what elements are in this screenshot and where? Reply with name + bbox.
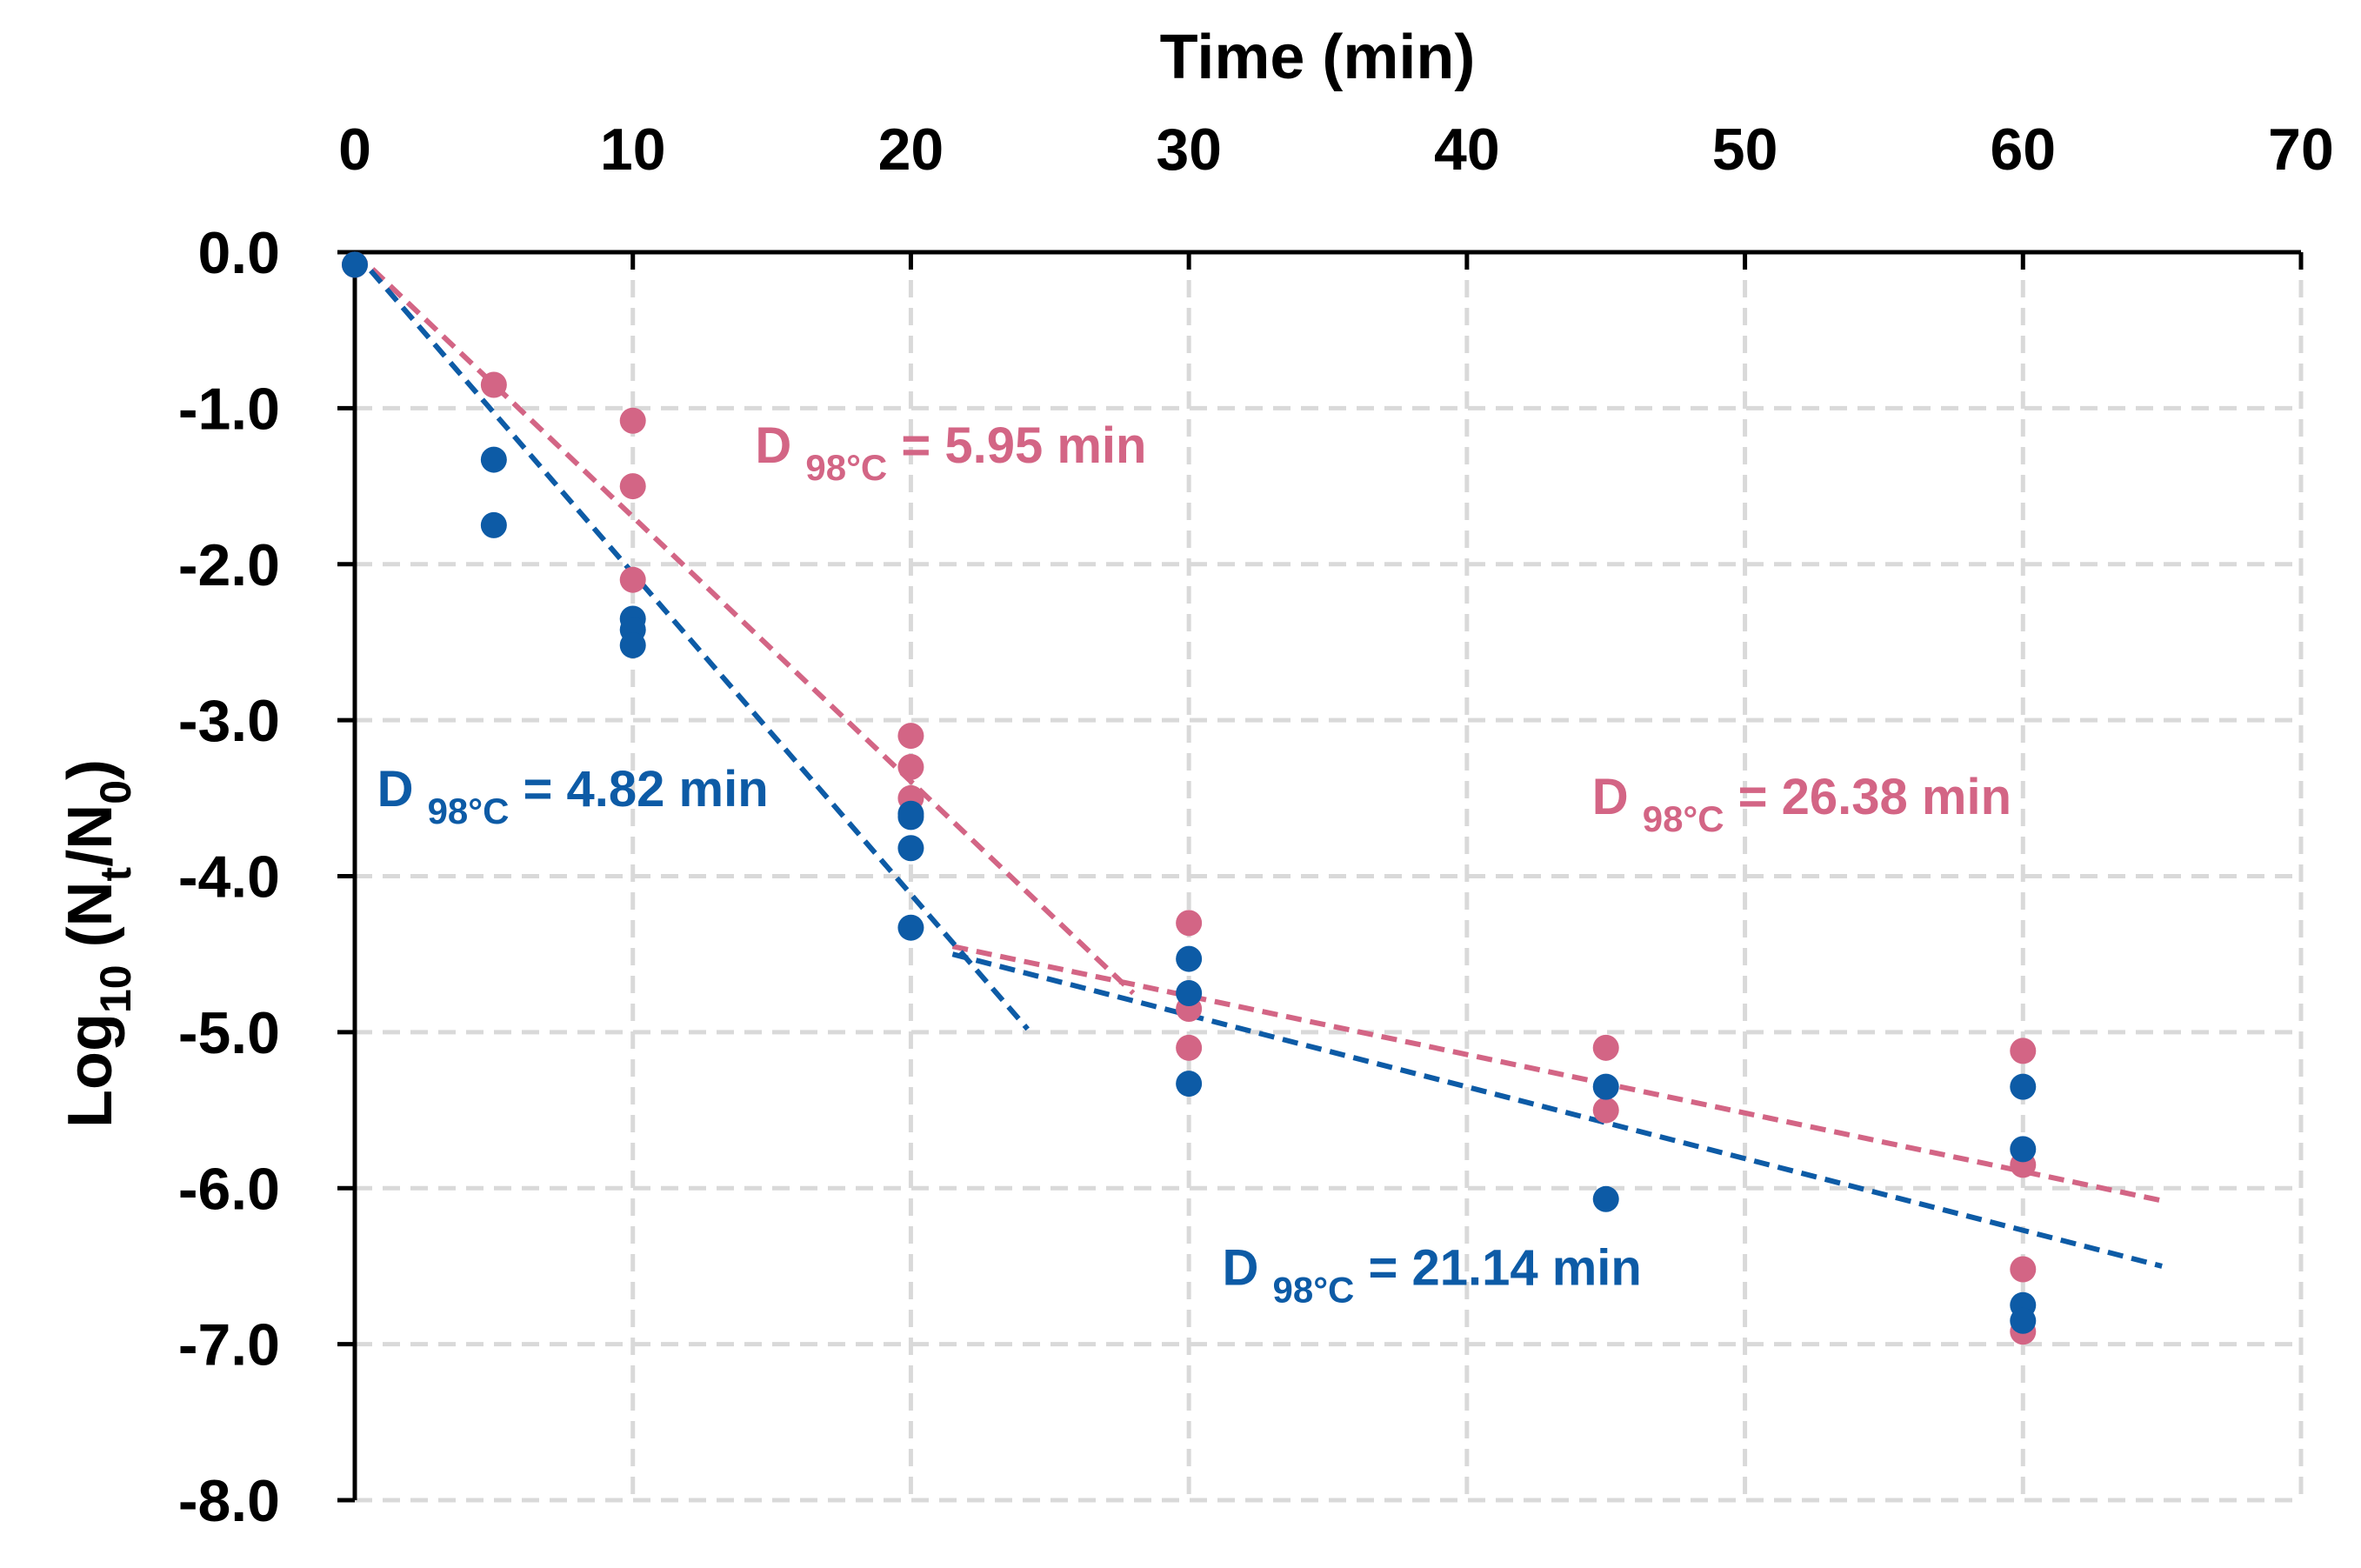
data-point-pink <box>897 753 924 780</box>
data-point-blue <box>480 446 507 473</box>
data-point-pink <box>2010 1038 2037 1064</box>
y-tick-label: -7.0 <box>178 1312 280 1378</box>
y-tick-label: 0.0 <box>197 220 280 286</box>
data-point-pink <box>1592 1034 1619 1061</box>
data-point-pink <box>619 566 646 593</box>
y-tick-label: -3.0 <box>178 688 280 754</box>
y-tick-label: -4.0 <box>178 844 280 911</box>
data-point-pink <box>1176 1034 1203 1061</box>
x-tick-label: 30 <box>1156 117 1222 183</box>
y-tick-label: -1.0 <box>178 376 280 442</box>
data-point-blue <box>1592 1185 1619 1212</box>
data-point-blue <box>2010 1136 2037 1163</box>
x-tick-label: 70 <box>2268 117 2334 183</box>
data-point-blue <box>342 251 368 278</box>
annotation-blue: D 98°C = 21.14 min <box>1223 1239 1642 1310</box>
y-tick-label: -5.0 <box>178 1000 280 1066</box>
fit-lines <box>352 250 2163 1269</box>
fit-line-blue <box>352 250 1030 1031</box>
x-tick-label: 10 <box>600 117 666 183</box>
data-point-pink <box>2010 1256 2037 1283</box>
annotation-pink: D 98°C = 26.38 min <box>1592 769 2011 839</box>
gridlines <box>355 252 2304 1503</box>
svg-text:Log10 (Nt/N0): Log10 (Nt/N0) <box>56 759 140 1128</box>
data-point-blue <box>897 835 924 862</box>
data-point-blue <box>1176 945 1203 972</box>
y-axis-title: Log10 (Nt/N0) <box>56 759 140 1128</box>
fit-line-pink <box>951 944 2163 1204</box>
data-point-blue <box>480 511 507 538</box>
annotation-blue: D 98°C = 4.82 min <box>377 761 769 831</box>
annotations: D 98°C = 5.95 min D 98°C = 4.82 min D 98°C… <box>377 417 2011 1310</box>
x-tick-label: 60 <box>1990 117 2056 183</box>
data-point-pink <box>1176 910 1203 937</box>
y-tick-label: -6.0 <box>178 1156 280 1222</box>
data-point-pink <box>619 407 646 434</box>
x-tick-label: 20 <box>878 117 944 183</box>
data-point-blue <box>897 914 924 941</box>
annotation-pink: D 98°C = 5.95 min <box>755 417 1146 488</box>
data-point-blue <box>1176 980 1203 1007</box>
fit-line-blue <box>951 951 2163 1269</box>
x-tick-label: 50 <box>1712 117 1778 183</box>
data-point-blue <box>619 632 646 659</box>
data-point-blue <box>1592 1073 1619 1100</box>
x-tick-label: 0 <box>338 117 371 183</box>
x-axis-title: Time (min) <box>1160 23 1476 92</box>
y-tick-label: -8.0 <box>178 1468 280 1534</box>
data-point-pink <box>1592 1097 1619 1124</box>
fit-line-pink <box>352 250 1136 996</box>
data-point-blue <box>2010 1073 2037 1100</box>
data-point-blue <box>2010 1307 2037 1334</box>
data-point-blue <box>1176 1071 1203 1098</box>
data-point-blue <box>897 804 924 831</box>
data-point-pink <box>480 371 507 398</box>
data-point-pink <box>619 473 646 500</box>
data-point-pink <box>897 723 924 750</box>
data-points <box>342 251 2037 1345</box>
y-tick-label: -2.0 <box>178 532 280 598</box>
x-tick-label: 40 <box>1434 117 1500 183</box>
tick-labels: 0 10 20 30 40 50 60 70 0.0 -1.0 -2.0 -3.0 -4.0 -5.0 -6… <box>178 117 2334 1534</box>
